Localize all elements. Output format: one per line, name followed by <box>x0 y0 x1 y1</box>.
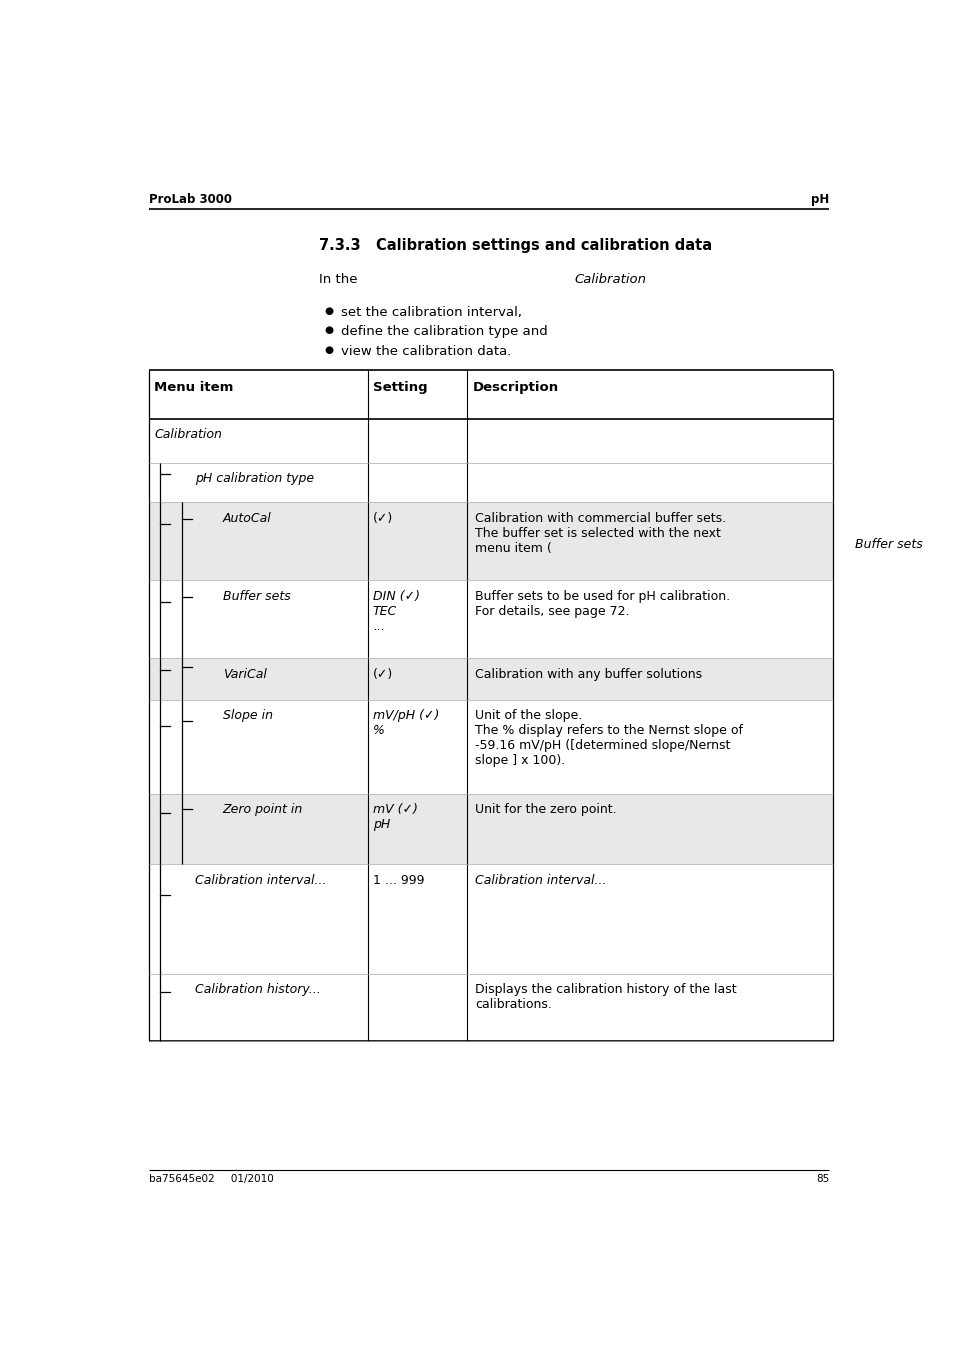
Text: ProLab 3000: ProLab 3000 <box>149 193 232 205</box>
Text: Description: Description <box>472 381 558 393</box>
Text: (✓): (✓) <box>373 667 393 681</box>
Text: set the calibration interval,: set the calibration interval, <box>341 305 521 319</box>
Text: Calibration with any buffer solutions: Calibration with any buffer solutions <box>475 667 701 681</box>
Bar <box>149 658 832 700</box>
Text: (✓): (✓) <box>373 512 393 524</box>
Text: pH: pH <box>810 193 828 205</box>
Text: 85: 85 <box>815 1174 828 1185</box>
Text: mV (✓)
pH: mV (✓) pH <box>373 802 417 831</box>
Text: 1 ... 999: 1 ... 999 <box>373 874 424 886</box>
Bar <box>149 793 832 865</box>
Text: view the calibration data.: view the calibration data. <box>341 346 511 358</box>
Text: Buffer sets: Buffer sets <box>222 589 291 603</box>
Text: Menu item: Menu item <box>153 381 233 393</box>
Text: ●: ● <box>324 326 334 335</box>
Text: DIN (✓)
TEC
...: DIN (✓) TEC ... <box>373 589 419 632</box>
Text: ●: ● <box>324 305 334 316</box>
Text: ba75645e02     01/2010: ba75645e02 01/2010 <box>149 1174 274 1185</box>
Text: ●: ● <box>324 346 334 355</box>
Text: Buffer sets to be used for pH calibration.
For details, see page 72.: Buffer sets to be used for pH calibratio… <box>475 589 729 617</box>
Text: VariCal: VariCal <box>222 667 266 681</box>
Text: Unit for the zero point.: Unit for the zero point. <box>475 802 616 816</box>
Text: In the: In the <box>318 273 361 286</box>
Text: Calibration interval...: Calibration interval... <box>475 874 606 886</box>
Text: define the calibration type and: define the calibration type and <box>341 326 547 339</box>
Bar <box>149 503 832 581</box>
Text: Calibration with commercial buffer sets.
The buffer set is selected with the nex: Calibration with commercial buffer sets.… <box>475 512 725 555</box>
Text: Calibration: Calibration <box>574 273 646 286</box>
Text: Calibration history...: Calibration history... <box>194 984 320 996</box>
Text: AutoCal: AutoCal <box>222 512 272 524</box>
Text: pH calibration type: pH calibration type <box>194 471 314 485</box>
Text: mV/pH (✓)
%: mV/pH (✓) % <box>373 709 438 738</box>
Text: Setting: Setting <box>373 381 427 393</box>
Text: Buffer sets: Buffer sets <box>855 538 923 551</box>
Text: Zero point in: Zero point in <box>222 802 303 816</box>
Text: Unit of the slope.
The % display refers to the Nernst slope of
-59.16 mV/pH ([de: Unit of the slope. The % display refers … <box>475 709 742 767</box>
Text: Slope in: Slope in <box>222 709 273 723</box>
Text: Calibration: Calibration <box>153 428 222 442</box>
Text: 7.3.3   Calibration settings and calibration data: 7.3.3 Calibration settings and calibrati… <box>318 238 711 253</box>
Text: Displays the calibration history of the last
calibrations.: Displays the calibration history of the … <box>475 984 736 1011</box>
Text: Calibration interval...: Calibration interval... <box>194 874 326 886</box>
